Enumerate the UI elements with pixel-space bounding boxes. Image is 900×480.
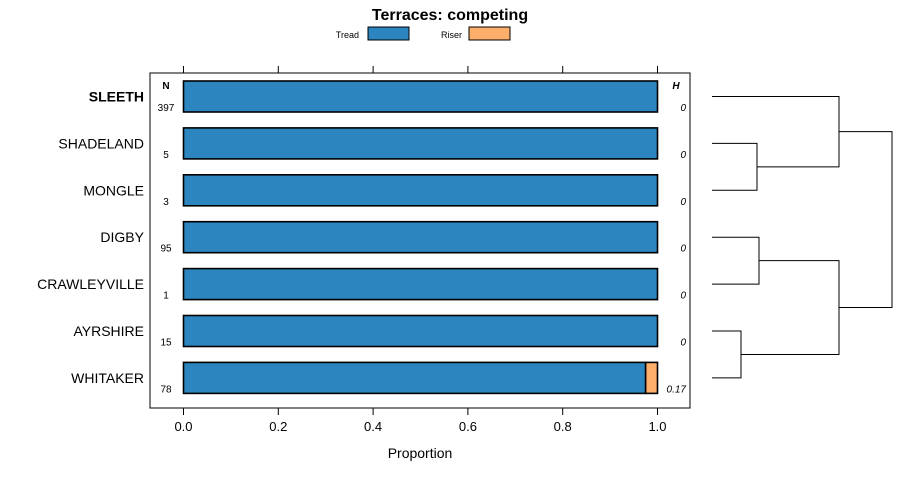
legend: Tread Riser [336, 26, 511, 41]
x-tick-label: 0.2 [269, 419, 287, 434]
h-value: 0 [680, 150, 686, 161]
legend-swatch-riser [468, 26, 511, 41]
bar-tread [182, 361, 647, 395]
legend-swatch-tread [367, 26, 410, 41]
n-value: 15 [160, 338, 172, 349]
h-value: 0 [680, 244, 686, 255]
dendrogram-link [712, 142, 758, 191]
n-value: 1 [163, 291, 169, 302]
bar-tread [182, 80, 659, 113]
h-value: 0 [680, 291, 686, 302]
x-tick-label: 0.8 [554, 419, 572, 434]
h-column-header: H [672, 81, 680, 92]
n-value: 3 [163, 197, 169, 208]
plot-frame [149, 72, 691, 409]
bar-rows: SLEETH 397 0 SHADELAND 5 0 MONGLE 3 0 DIGBY 95 0 CRA… [37, 80, 687, 395]
x-tick-label: 0.4 [364, 419, 382, 434]
x-axis-label: Proportion [388, 445, 453, 461]
dendrogram-link [741, 260, 840, 355]
legend-label-tread: Tread [336, 30, 359, 40]
category-label: MONGLE [83, 182, 144, 198]
category-label: SHADELAND [58, 135, 144, 151]
x-tick-label: 0.0 [174, 419, 192, 434]
dendrogram-link [712, 330, 742, 379]
dendrogram-link [839, 131, 893, 309]
n-value: 5 [163, 150, 169, 161]
category-label: CRAWLEYVILLE [37, 276, 144, 292]
legend-label-riser: Riser [441, 30, 462, 40]
bar-tread [182, 174, 659, 207]
dendrogram-link [712, 96, 840, 168]
dendrogram-link [712, 236, 760, 285]
bar-tread [182, 127, 659, 160]
h-value: 0 [680, 338, 686, 349]
dendrogram [712, 96, 893, 379]
bar-tread [182, 220, 659, 254]
category-label: SLEETH [89, 89, 144, 105]
x-tick-label: 0.6 [459, 419, 477, 434]
h-value: 0 [680, 103, 686, 114]
bar-tread [182, 267, 659, 301]
n-value: 78 [160, 384, 172, 395]
bar-riser [644, 361, 659, 395]
x-axis: 0.0 0.2 0.4 0.6 0.8 1.0 [174, 66, 667, 434]
category-label: AYRSHIRE [73, 323, 144, 339]
chart-title: Terraces: competing [372, 7, 528, 24]
x-tick-label: 1.0 [648, 419, 666, 434]
category-label: DIGBY [100, 229, 144, 245]
category-label: WHITAKER [71, 370, 144, 386]
n-value: 95 [160, 244, 172, 255]
h-value: 0 [680, 197, 686, 208]
n-column-header: N [162, 81, 169, 92]
bar-tread [182, 314, 659, 348]
h-value: 0.17 [667, 384, 687, 395]
n-value: 397 [158, 103, 175, 114]
